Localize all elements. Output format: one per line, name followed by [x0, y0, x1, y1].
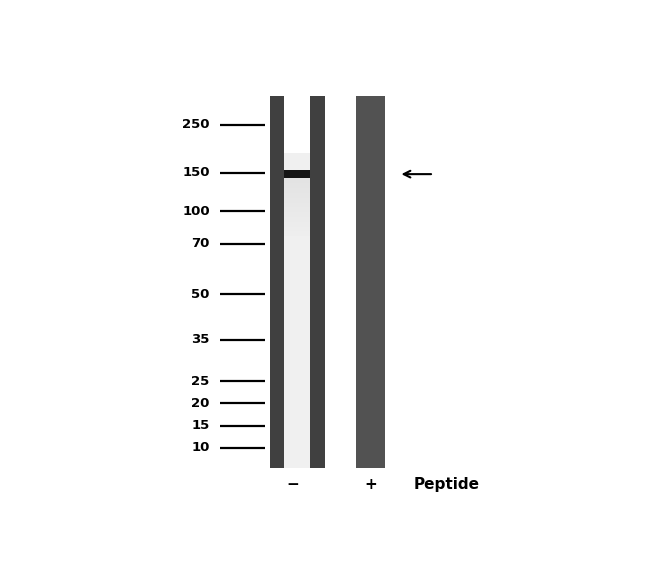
- Text: 15: 15: [192, 419, 210, 432]
- Text: 20: 20: [191, 397, 210, 410]
- Bar: [284, 212, 311, 217]
- Text: −: −: [286, 477, 299, 493]
- Text: 100: 100: [182, 205, 210, 218]
- Bar: [270, 96, 284, 468]
- Bar: [284, 217, 311, 222]
- Bar: [284, 96, 311, 468]
- Bar: [311, 96, 324, 468]
- Text: 10: 10: [191, 441, 210, 454]
- Bar: [284, 193, 311, 198]
- Bar: [284, 183, 311, 188]
- Bar: [284, 208, 311, 212]
- Text: 70: 70: [191, 238, 210, 251]
- Bar: [284, 222, 311, 227]
- Bar: [284, 170, 311, 179]
- Text: 150: 150: [182, 166, 210, 179]
- Bar: [284, 188, 311, 193]
- Bar: [284, 179, 311, 183]
- Text: +: +: [364, 477, 377, 493]
- Bar: [284, 231, 311, 236]
- Bar: [284, 96, 311, 153]
- Bar: [284, 198, 311, 202]
- Text: 35: 35: [191, 333, 210, 346]
- Bar: [356, 96, 385, 468]
- Text: 250: 250: [182, 119, 210, 132]
- Bar: [284, 202, 311, 208]
- Text: 50: 50: [191, 287, 210, 301]
- Text: 25: 25: [192, 375, 210, 388]
- Text: Peptide: Peptide: [414, 477, 480, 493]
- Bar: [284, 227, 311, 231]
